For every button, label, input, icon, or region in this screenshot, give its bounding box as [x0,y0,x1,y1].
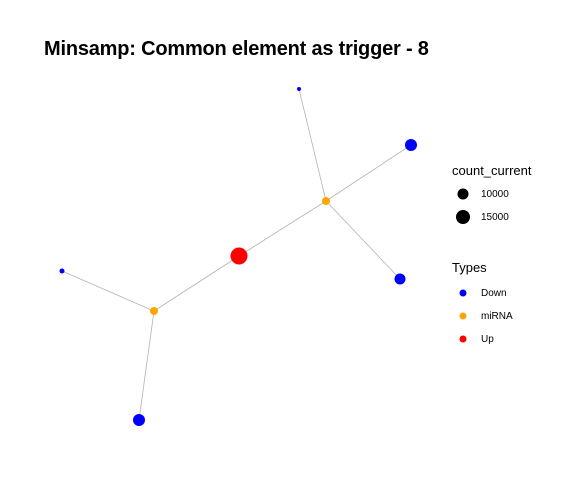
legend-size-label: 15000 [481,211,509,223]
graph-edge [238,200,327,257]
graph-node-mirna [150,307,158,315]
graph-node-up [230,247,248,265]
graph-edge [298,88,327,202]
graph-node-mirna [322,197,330,205]
legend-type-title: Types [452,260,487,275]
graph-node-down [405,139,417,151]
legend-type-label: Up [481,333,494,345]
legend-type-key [455,331,471,347]
graph-node-down [297,87,301,91]
chart-title: Minsamp: Common element as trigger - 8 [44,38,429,60]
graph-node-down [59,268,65,274]
graph-node-down [133,414,145,426]
legend-type-label: miRNA [481,310,513,322]
graph-node-down [394,273,406,285]
edge-layer [61,88,412,421]
graph-edge [325,144,412,202]
legend-type-item-mirna: miRNA [455,308,513,324]
node-layer [59,87,417,426]
graph-edge [325,200,401,280]
legend-type-key [455,308,471,324]
graph-edge [138,310,155,421]
graph-edge [153,255,240,312]
graph-edge [61,270,155,312]
legend-type-item-down: Down [455,285,507,301]
legend-type-label: Down [481,287,507,299]
legend-type-key [455,285,471,301]
legend-type-item-up: Up [455,331,494,347]
legend-size-item: 15000 [455,209,509,225]
legend-size-label: 10000 [481,188,509,200]
legend-size-item: 10000 [455,186,509,202]
legend-size-title: count_current [452,163,532,178]
legend-size-key [455,186,471,202]
legend-size-key [455,209,471,225]
